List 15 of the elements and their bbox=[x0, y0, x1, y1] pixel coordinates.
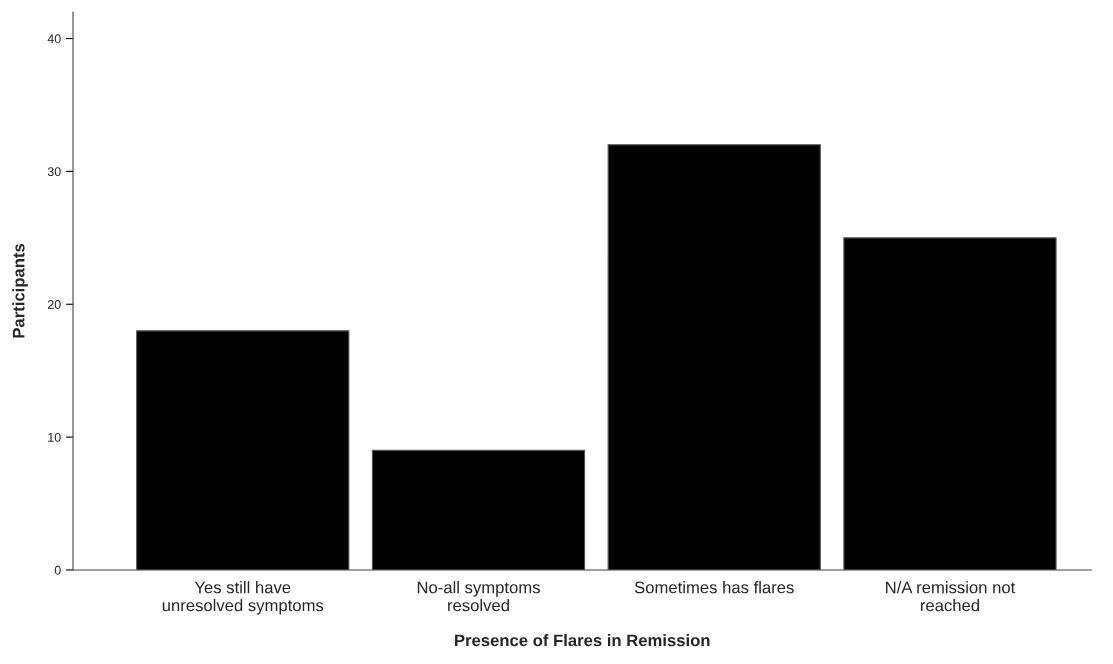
y-tick-label: 30 bbox=[47, 167, 61, 177]
bar bbox=[843, 237, 1057, 570]
x-tick-label: No-all symptoms resolved bbox=[417, 581, 540, 612]
x-tick-label: Yes still have unresolved symptoms bbox=[162, 581, 324, 615]
bar bbox=[136, 330, 350, 570]
x-axis-title: Presence of Flares in Remission bbox=[455, 634, 710, 647]
bar bbox=[371, 449, 586, 570]
y-tick-label: 40 bbox=[47, 34, 61, 44]
x-tick-label: Sometimes has flares bbox=[634, 581, 794, 594]
y-tick-label: 20 bbox=[47, 300, 61, 309]
y-tick-label: 0 bbox=[54, 565, 61, 575]
y-axis-title: Participants bbox=[12, 243, 28, 338]
bar bbox=[607, 144, 821, 570]
y-tick-label: 10 bbox=[48, 432, 61, 442]
x-tick-label: N/A remission not reached bbox=[886, 581, 1016, 612]
